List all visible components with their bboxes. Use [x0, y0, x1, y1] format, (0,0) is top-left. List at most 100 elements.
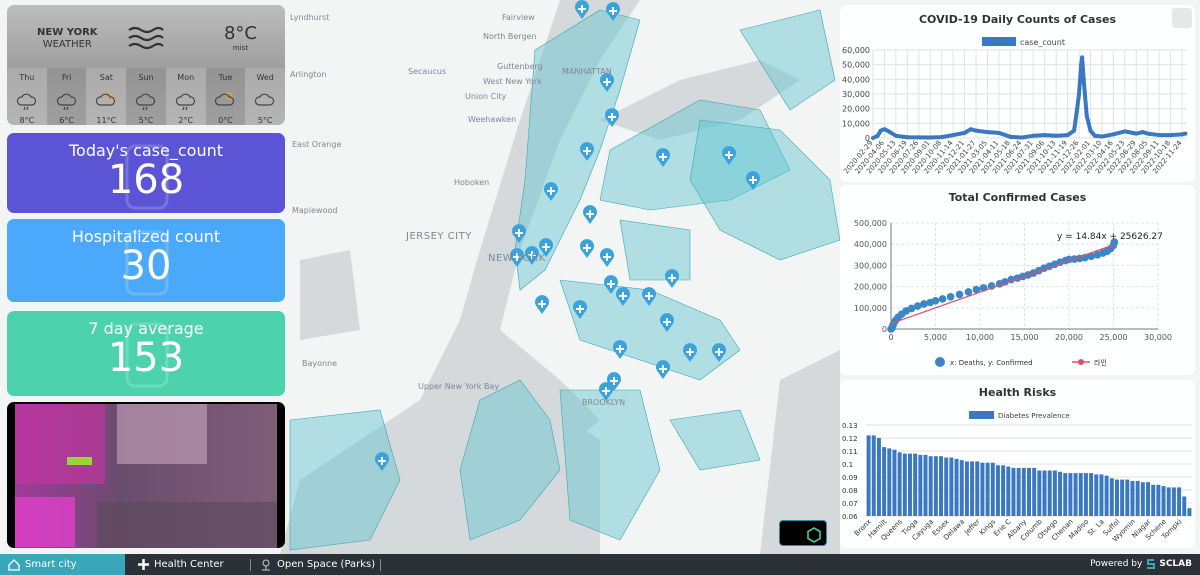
- y-tick-label: 0.08: [842, 487, 858, 495]
- hospital-pin-icon[interactable]: [660, 313, 674, 332]
- hospital-pin-icon[interactable]: [712, 343, 726, 362]
- legend-swatch: [969, 411, 994, 419]
- plus-icon: [138, 559, 149, 570]
- hospital-pin-icon[interactable]: [665, 269, 679, 288]
- plus-glyph: [603, 253, 611, 261]
- hospital-pin-icon[interactable]: [535, 295, 549, 314]
- plus-glyph: [609, 7, 617, 15]
- plus-glyph: [513, 253, 521, 261]
- powered-label: Powered by: [1090, 559, 1143, 569]
- bar: [1125, 479, 1130, 516]
- bar: [1021, 467, 1026, 516]
- hospital-pin-icon[interactable]: [510, 248, 524, 267]
- hospital-pin-icon[interactable]: [525, 246, 539, 265]
- map-place-label: Bayonne: [302, 359, 338, 368]
- forecast-temp: 8°C: [19, 116, 35, 125]
- bar: [1027, 467, 1031, 516]
- hospital-pin-icon[interactable]: [683, 343, 697, 362]
- hospital-pin-icon[interactable]: [656, 148, 670, 167]
- hospital-pin-icon[interactable]: [642, 287, 656, 306]
- data-point: [1008, 134, 1013, 139]
- data-point: [946, 292, 955, 301]
- hospital-pin-icon[interactable]: [605, 108, 619, 127]
- hospital-pin-icon[interactable]: [580, 142, 594, 161]
- tab-open-space-parks[interactable]: Open Space (Parks): [252, 554, 375, 575]
- census-tract-polygon: [739, 9, 836, 111]
- webcam-feed[interactable]: [7, 402, 285, 548]
- hospital-pin-icon[interactable]: [375, 452, 389, 471]
- daily-cases-chart-panel: COVID-19 Daily Counts of Cases case_coun…: [840, 5, 1195, 182]
- chart-title: Health Risks: [978, 386, 1057, 399]
- x-tick-label: 25,000: [1100, 333, 1128, 342]
- data-point: [951, 133, 956, 138]
- data-point: [916, 135, 921, 140]
- forecast-temp: 2°C: [178, 116, 194, 125]
- legend-line-marker: [1078, 359, 1084, 365]
- data-point: [1099, 134, 1104, 139]
- data-point: [939, 135, 944, 140]
- stat-card: Today's case_count 168: [7, 133, 285, 213]
- hospital-pin-icon[interactable]: [599, 382, 613, 401]
- home-icon: [8, 558, 20, 571]
- powered-by: Powered by SCLAB: [1090, 558, 1192, 570]
- hospital-pin-icon[interactable]: [580, 239, 594, 258]
- plus-glyph: [663, 318, 671, 326]
- partly-sunny-icon: [96, 92, 116, 106]
- data-point: [1065, 133, 1070, 138]
- tab-health-center[interactable]: Health Center: [130, 554, 224, 575]
- hospital-pin-icon[interactable]: [613, 340, 627, 359]
- layer-toggle-button[interactable]: [779, 520, 827, 546]
- y-tick-label: 0.1: [842, 461, 853, 469]
- tab-label: Health Center: [154, 559, 224, 570]
- bar: [964, 461, 969, 516]
- stat-label: 7 day average: [88, 319, 204, 338]
- map-place-label: East Orange: [292, 140, 342, 149]
- hospital-pin-icon[interactable]: [539, 238, 553, 257]
- hospital-pin-icon[interactable]: [656, 360, 670, 379]
- data-point: [1110, 238, 1119, 246]
- data-point: [1134, 131, 1139, 136]
- hospital-pin-icon[interactable]: [575, 0, 589, 19]
- hospital-pin-icon[interactable]: [722, 146, 736, 165]
- forecast-day-name: Sun: [138, 73, 154, 82]
- bar: [980, 462, 985, 516]
- hospital-pin-icon[interactable]: [600, 248, 614, 267]
- y-tick-label: 10,000: [842, 119, 870, 128]
- y-tick-label: 100,000: [854, 304, 887, 313]
- data-point: [1111, 132, 1116, 137]
- fullscreen-button[interactable]: [1172, 8, 1192, 28]
- plus-glyph: [576, 305, 584, 313]
- hospital-pin-icon[interactable]: [616, 287, 630, 306]
- rain-cloud-icon: [16, 93, 36, 110]
- y-tick-label: 0: [882, 325, 887, 334]
- legend-label: case_count: [1020, 38, 1065, 47]
- bar: [1104, 475, 1109, 516]
- data-point: [1183, 131, 1188, 136]
- bar: [1151, 484, 1156, 516]
- data-point: [882, 127, 887, 132]
- hospital-pin-icon[interactable]: [607, 372, 621, 391]
- hospital-pin-icon[interactable]: [544, 182, 558, 201]
- stat-value: 168: [107, 157, 185, 203]
- hospital-pin-icon[interactable]: [512, 224, 526, 243]
- data-point: [1077, 92, 1082, 96]
- bar: [1037, 470, 1042, 516]
- bar: [1006, 466, 1011, 516]
- hospital-pin-icon[interactable]: [604, 275, 618, 294]
- data-point: [1122, 129, 1127, 134]
- bar: [939, 456, 944, 516]
- plus-glyph: [686, 348, 694, 356]
- y-tick-label: 500,000: [854, 219, 887, 228]
- cloud-icon: [255, 93, 275, 106]
- hospital-pin-icon[interactable]: [573, 300, 587, 319]
- hospital-pin-icon[interactable]: [583, 205, 597, 224]
- data-point: [1019, 135, 1024, 140]
- hospital-pin-icon[interactable]: [746, 171, 760, 190]
- water: [300, 250, 360, 340]
- plus-glyph: [578, 5, 586, 13]
- hospital-pin-icon[interactable]: [606, 2, 620, 21]
- hospital-pin-icon[interactable]: [600, 73, 614, 92]
- plus-glyph: [608, 113, 616, 121]
- tab-smart-city[interactable]: Smart city: [0, 554, 125, 575]
- bar: [1099, 474, 1104, 516]
